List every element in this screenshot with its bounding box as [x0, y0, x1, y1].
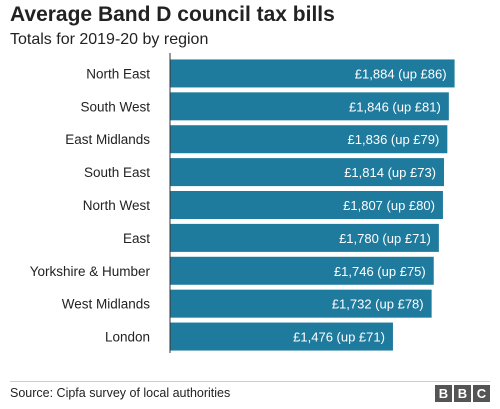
bar-north-west	[170, 191, 443, 219]
value-label: £1,746 (up £75)	[334, 264, 426, 279]
value-label: £1,836 (up £79)	[348, 132, 440, 147]
category-label: South West	[80, 99, 150, 114]
bar-east-midlands	[170, 125, 448, 154]
bbc-logo-letter-1: B	[435, 385, 452, 402]
bar-chart: North East £1,884 (up £86) South West £1,84…	[30, 53, 455, 353]
bar-north-east	[170, 59, 455, 88]
chart-subtitle: Totals for 2019-20 by region	[10, 31, 209, 48]
bbc-logo-letter-3: C	[473, 385, 490, 402]
category-label: London	[105, 330, 150, 345]
bar-east	[170, 223, 439, 252]
category-label: North West	[83, 198, 151, 213]
category-label: East Midlands	[65, 132, 150, 147]
bbc-logo: B B C	[435, 385, 490, 402]
bar-yorkshire-humber	[170, 256, 434, 285]
value-label: £1,732 (up £78)	[332, 297, 424, 312]
chart-title: Average Band D council tax bills	[10, 3, 335, 26]
bbc-logo-letter-2: B	[454, 385, 471, 402]
footer-divider	[10, 381, 490, 382]
category-label: South East	[84, 165, 150, 180]
value-label: £1,780 (up £71)	[339, 231, 431, 246]
bar-south-east	[170, 158, 445, 187]
category-label: Yorkshire & Humber	[30, 264, 151, 279]
source-note: Source: Cipfa survey of local authoritie…	[10, 386, 231, 400]
value-label: £1,476 (up £71)	[293, 330, 385, 345]
value-label: £1,846 (up £81)	[349, 99, 441, 114]
bar-west-midlands	[170, 289, 432, 318]
value-label: £1,807 (up £80)	[343, 198, 435, 213]
value-label: £1,814 (up £73)	[344, 165, 436, 180]
category-label: North East	[86, 66, 150, 81]
category-label: West Midlands	[62, 297, 151, 312]
value-label: £1,884 (up £86)	[355, 66, 447, 81]
bar-south-west	[170, 92, 449, 121]
category-label: East	[123, 231, 150, 246]
bar-london	[170, 322, 393, 351]
